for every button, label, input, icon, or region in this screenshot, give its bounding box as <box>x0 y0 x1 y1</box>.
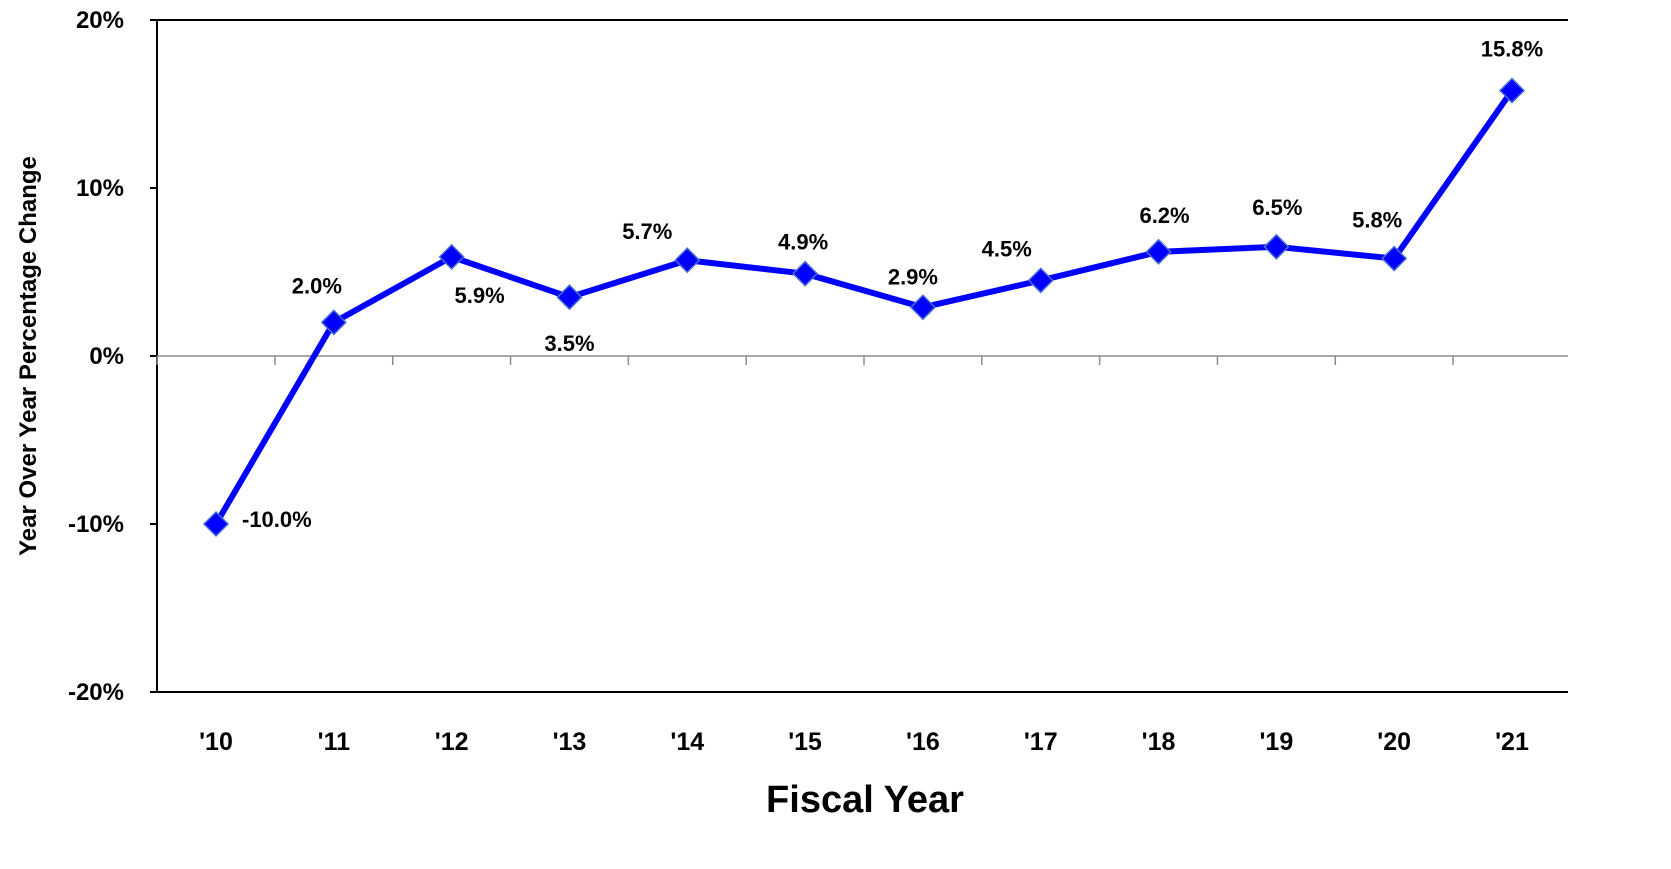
plot-area <box>156 19 1568 693</box>
data-point-marker <box>556 284 583 311</box>
x-tick-label: '11 <box>318 728 350 756</box>
data-label: 4.5% <box>982 236 1032 261</box>
data-point-marker <box>1145 238 1172 265</box>
y-tick-label: 10% <box>76 175 124 202</box>
x-tick-label: '20 <box>1377 728 1411 756</box>
data-point-marker <box>1263 233 1290 260</box>
data-labels: -10.0% 2.0% 5.9% 3.5% 5.7% 4.9% 2.9% 4.5% 6.2% 6.… <box>242 37 1543 532</box>
series-line <box>213 88 1515 526</box>
data-point-marker <box>202 510 230 538</box>
data-label: -10.0% <box>242 507 312 532</box>
y-axis-title: Year Over Year Percentage Change <box>15 156 42 556</box>
x-tick-label: '17 <box>1024 728 1058 756</box>
data-label: 3.5% <box>544 331 594 356</box>
x-tick-label: '18 <box>1142 728 1176 756</box>
y-tick-label: 0% <box>89 343 124 370</box>
x-tick-label: '19 <box>1259 728 1293 756</box>
data-label: 5.8% <box>1352 208 1402 233</box>
x-axis-title: Fiscal Year <box>766 779 964 821</box>
series-layer <box>202 77 1526 538</box>
data-label: 2.9% <box>888 264 938 289</box>
x-tick-label: '14 <box>670 728 704 756</box>
data-label: 5.7% <box>622 219 672 244</box>
data-label: 4.9% <box>778 230 828 255</box>
x-axis: '10 '11 '12 '13 '14 '15 '16 '17 '18 '19 '20 '21 <box>156 356 1529 756</box>
x-tick-label: '16 <box>906 728 940 756</box>
data-label: 5.9% <box>455 283 505 308</box>
y-tick-label: -20% <box>68 679 124 706</box>
x-tick-label: '21 <box>1495 728 1529 756</box>
x-tick-label: '13 <box>553 728 587 756</box>
data-point-marker <box>674 247 701 274</box>
x-tick-label: '10 <box>199 728 233 756</box>
data-point-marker <box>1381 245 1408 272</box>
y-tick-label: -10% <box>68 511 124 538</box>
x-tick-label: '15 <box>788 728 822 756</box>
y-tick-label: 20% <box>76 7 124 34</box>
x-tick-label: '12 <box>435 728 469 756</box>
data-point-marker <box>320 309 347 336</box>
data-label: 15.8% <box>1481 37 1543 62</box>
data-point-marker <box>1027 267 1054 294</box>
data-point-marker <box>792 260 819 287</box>
data-label: 6.5% <box>1252 195 1302 220</box>
data-label: 2.0% <box>292 273 342 298</box>
data-point-marker <box>909 294 936 321</box>
data-point-marker <box>438 243 465 270</box>
y-axis: -20% -10% 0% 10% 20% <box>68 7 157 706</box>
data-label: 6.2% <box>1139 203 1189 228</box>
data-point-marker <box>1498 77 1526 104</box>
